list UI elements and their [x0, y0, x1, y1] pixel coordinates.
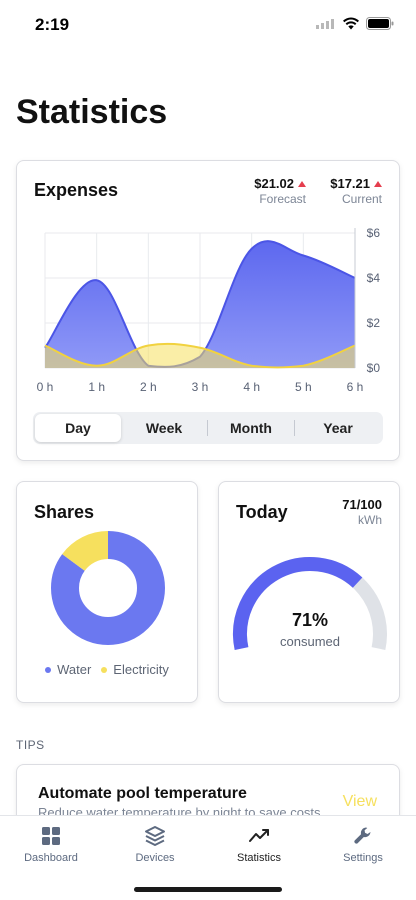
- current-label: Current: [341, 192, 382, 206]
- tab-label-settings: Settings: [343, 852, 383, 864]
- y-tick-label: $0: [367, 361, 381, 375]
- period-week[interactable]: Week: [145, 420, 183, 436]
- period-month[interactable]: Month: [230, 420, 272, 436]
- gauge-fill: [233, 557, 363, 651]
- shares-legend: Water Electricity: [17, 662, 197, 677]
- shares-card: Shares Water Electricity: [16, 481, 198, 703]
- period-year[interactable]: Year: [323, 420, 353, 436]
- legend-dot: [45, 666, 52, 673]
- battery-icon: [366, 17, 394, 30]
- y-tick-label: $4: [367, 271, 381, 285]
- tab-bar: Dashboard Devices Statistics Settings: [0, 815, 416, 900]
- home-indicator: [134, 887, 282, 892]
- today-title: Today: [236, 502, 288, 522]
- x-tick-label: 0 h: [37, 380, 54, 394]
- expenses-chart: 0 h 1 h 2 h 3 h 4 h 5 h 6 h$0 $2 $4 $6: [37, 226, 381, 394]
- x-tick-label: 5 h: [295, 380, 312, 394]
- expenses-card: Expenses $21.02 Forecast $17.21 Current …: [16, 160, 400, 461]
- legend-label-water: Water: [57, 662, 92, 677]
- tab-label-statistics: Statistics: [236, 852, 281, 864]
- expenses-title: Expenses: [34, 180, 119, 200]
- tip-view-link[interactable]: View: [342, 793, 377, 810]
- segment-divider: [207, 420, 208, 436]
- trend-up-icon: [374, 181, 382, 187]
- series-area-1: [45, 343, 355, 368]
- tab-devices[interactable]: Devices: [110, 825, 200, 864]
- today-usage-metric: 71/100 kWh: [342, 497, 382, 527]
- period-day[interactable]: Day: [35, 414, 121, 442]
- current-value-row: $17.21: [330, 176, 382, 191]
- forecast-value: $21.02: [254, 176, 294, 191]
- dashboard-icon: [42, 827, 60, 845]
- tip-title: Automate pool temperature: [38, 785, 247, 802]
- x-tick-label: 4 h: [243, 380, 260, 394]
- tab-label-devices: Devices: [135, 852, 175, 864]
- trend-icon: [249, 829, 269, 842]
- x-tick-label: 1 h: [88, 380, 105, 394]
- series-line-1: [44, 342, 356, 369]
- today-card: Today 71/100 kWh 71% consumed: [218, 481, 400, 703]
- forecast-label: Forecast: [259, 192, 306, 206]
- today-usage-value: 71/100: [342, 497, 382, 512]
- x-tick-label: 6 h: [347, 380, 364, 394]
- gauge-label: consumed: [280, 634, 340, 649]
- wrench-icon: [354, 827, 371, 844]
- donut-slice-electricity: [51, 531, 165, 645]
- x-tick-label: 2 h: [140, 380, 157, 394]
- layers-icon: [145, 826, 165, 846]
- page-title: Statistics: [16, 93, 168, 131]
- status-icons: [316, 17, 394, 30]
- today-gauge: [233, 557, 387, 651]
- legend-item-electricity: Electricity: [101, 662, 169, 677]
- y-tick-label: $6: [367, 226, 381, 240]
- series-area-0: [45, 241, 355, 368]
- gauge-percent: 71%: [291, 610, 329, 630]
- wifi-icon: [343, 17, 359, 30]
- period-segmented-control: Day Week Month Year: [33, 412, 383, 444]
- today-usage-unit: kWh: [358, 513, 382, 527]
- shares-donut-chart: [51, 531, 165, 645]
- x-tick-label: 3 h: [192, 380, 209, 394]
- tab-dashboard[interactable]: Dashboard: [6, 825, 96, 864]
- legend-item-water: Water: [45, 662, 91, 677]
- status-bar: 2:19: [0, 0, 416, 50]
- tab-statistics[interactable]: Statistics: [214, 825, 304, 864]
- tab-settings[interactable]: Settings: [318, 825, 408, 864]
- y-tick-label: $2: [367, 316, 381, 330]
- tips-section-label: TIPS: [16, 738, 45, 752]
- status-time: 2:19: [35, 15, 70, 34]
- trend-up-icon: [298, 181, 306, 187]
- forecast-metric: $21.02 Forecast: [254, 176, 306, 206]
- signal-icon: [316, 18, 334, 29]
- current-metric: $17.21 Current: [330, 176, 382, 206]
- legend-dot: [101, 666, 108, 673]
- tab-label-dashboard: Dashboard: [24, 852, 78, 864]
- current-value: $17.21: [330, 176, 370, 191]
- legend-label-electricity: Electricity: [113, 662, 169, 677]
- forecast-value-row: $21.02: [254, 176, 306, 191]
- shares-title: Shares: [34, 502, 95, 522]
- segment-divider: [294, 420, 295, 436]
